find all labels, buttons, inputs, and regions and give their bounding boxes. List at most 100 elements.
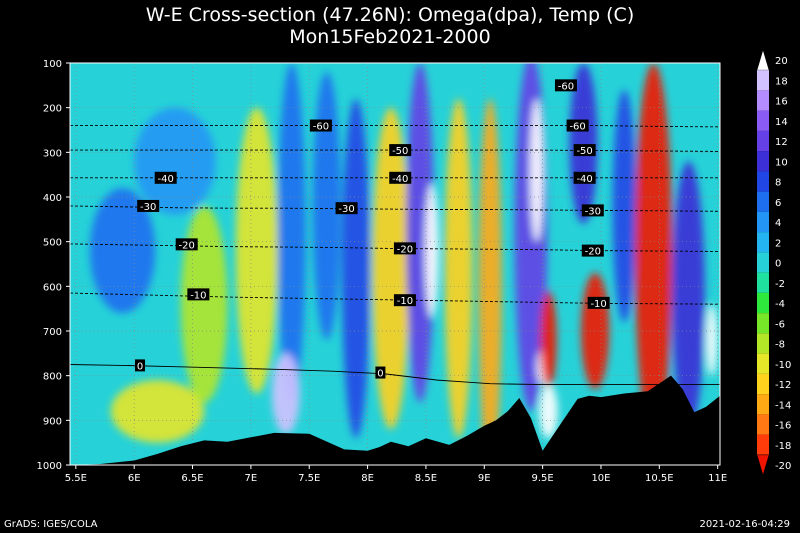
colorbar-label: 0 xyxy=(775,259,781,270)
colorbar-label: 4 xyxy=(775,218,781,229)
chart-subtitle: Mon15Feb2021-2000 xyxy=(289,26,491,48)
y-tick-label: 600 xyxy=(43,282,62,293)
svg-text:0: 0 xyxy=(377,369,383,380)
colorbar-swatch xyxy=(757,434,769,455)
omega-region xyxy=(406,63,435,403)
colorbar-swatch xyxy=(757,313,769,334)
colorbar-label: 12 xyxy=(775,137,788,148)
y-tick-label: 800 xyxy=(43,372,62,383)
x-tick-label: 7E xyxy=(245,473,258,484)
colorbar-label: -18 xyxy=(775,441,791,452)
omega-region xyxy=(277,63,306,403)
omega-region xyxy=(539,384,558,439)
colorbar-swatch xyxy=(757,211,769,233)
omega-region xyxy=(612,89,636,323)
colorbar-swatch xyxy=(757,171,769,192)
omega-region xyxy=(110,380,205,443)
omega-region xyxy=(529,98,544,242)
x-tick-label: 10.5E xyxy=(645,473,674,484)
colorbar-swatch xyxy=(757,130,769,152)
contour-labels: -60 -60 -60 -50 -50 -40 -40 -40 -30 -30 -30 -20 -20 -… xyxy=(135,79,610,380)
omega-region xyxy=(581,272,610,390)
colorbar-label: -14 xyxy=(775,400,791,411)
colorbar-label: -10 xyxy=(775,360,791,371)
svg-text:-60: -60 xyxy=(313,122,329,133)
contour-label: -30 xyxy=(137,199,160,213)
contour-label: -20 xyxy=(175,238,198,251)
y-tick-label: 1000 xyxy=(37,461,62,472)
colorbar-label: -12 xyxy=(775,380,791,391)
colorbar-swatch xyxy=(757,70,769,91)
svg-text:-30: -30 xyxy=(585,206,601,217)
chart-title: W-E Cross-section (47.26N): Omega(dpa), … xyxy=(145,4,635,26)
svg-text:0: 0 xyxy=(137,361,143,372)
contour-label: -40 xyxy=(154,171,177,185)
colorbar-swatch xyxy=(757,333,769,354)
x-axis: 5.5E 6E 6.5E 7E 7.5E 8E 8.5E 9E 9.5E 10E 10.5E 11E xyxy=(65,465,727,484)
svg-text:-20: -20 xyxy=(585,247,601,258)
svg-text:-10: -10 xyxy=(397,296,413,307)
omega-region xyxy=(341,98,370,439)
svg-text:-60: -60 xyxy=(558,81,574,92)
contour-label: 0 xyxy=(375,366,386,380)
contour-label: 0 xyxy=(135,359,146,372)
omega-region xyxy=(705,304,718,376)
temperature-contour xyxy=(70,125,720,128)
colorbar-swatch xyxy=(756,454,770,477)
x-tick-label: 9.5E xyxy=(532,473,554,484)
colorbar-label: 20 xyxy=(775,56,788,67)
grid xyxy=(70,63,720,465)
x-tick-label: 8.5E xyxy=(415,473,437,484)
colorbar-swatch xyxy=(757,373,769,395)
y-tick-label: 100 xyxy=(43,59,62,70)
colorbar-swatch xyxy=(757,292,769,314)
svg-text:-20: -20 xyxy=(179,240,195,251)
svg-text:-50: -50 xyxy=(576,146,592,157)
svg-text:-30: -30 xyxy=(140,202,156,213)
y-tick-label: 900 xyxy=(43,416,62,427)
contour-label: -10 xyxy=(587,296,610,310)
svg-text:-10: -10 xyxy=(190,290,206,301)
colorbar-label: -6 xyxy=(775,319,785,330)
colorbar-label: -2 xyxy=(775,279,785,290)
x-tick-label: 6E xyxy=(128,473,141,484)
colorbar-label: -8 xyxy=(775,340,785,351)
contour-label: -30 xyxy=(581,204,604,217)
omega-region xyxy=(540,290,557,390)
omega-field xyxy=(89,63,718,465)
x-tick-label: 7.5E xyxy=(298,473,320,484)
contour-label: -30 xyxy=(335,202,358,215)
colorbar-swatch xyxy=(756,48,770,71)
svg-text:-60: -60 xyxy=(569,122,585,133)
colorbar-swatch xyxy=(757,252,769,273)
x-tick-label: 10E xyxy=(591,473,610,484)
y-axis: 100 200 300 400 500 600 700 800 900 1000 xyxy=(37,59,70,472)
omega-region xyxy=(478,98,502,465)
omega-region xyxy=(312,71,341,340)
y-tick-label: 500 xyxy=(43,238,62,249)
footer-credit: GrADS: IGES/COLA xyxy=(4,519,98,530)
svg-text:-40: -40 xyxy=(158,174,174,185)
omega-region xyxy=(424,183,439,318)
y-tick-label: 400 xyxy=(43,193,62,204)
x-tick-label: 6.5E xyxy=(181,473,203,484)
y-tick-label: 200 xyxy=(43,104,62,115)
colorbar-swatch xyxy=(757,394,769,415)
omega-region xyxy=(444,98,473,439)
colorbar-swatch xyxy=(757,353,769,374)
contour-label: -20 xyxy=(393,242,416,255)
x-tick-label: 5.5E xyxy=(65,473,87,484)
svg-text:-20: -20 xyxy=(397,244,413,255)
colorbar-label: -20 xyxy=(775,461,791,472)
omega-region xyxy=(235,107,278,394)
colorbar-label: 2 xyxy=(775,238,781,249)
omega-region xyxy=(134,107,216,215)
omega-region xyxy=(372,107,410,430)
svg-text:-30: -30 xyxy=(338,204,354,215)
y-tick-label: 700 xyxy=(43,327,62,338)
colorbar-swatch xyxy=(757,110,769,131)
colorbar-label: 18 xyxy=(775,76,788,87)
svg-text:-40: -40 xyxy=(392,174,408,185)
plot-area: -60 -60 -60 -50 -50 -40 -40 -40 -30 -30 -30 -20 -20 -… xyxy=(70,63,720,465)
svg-text:-40: -40 xyxy=(576,174,592,185)
